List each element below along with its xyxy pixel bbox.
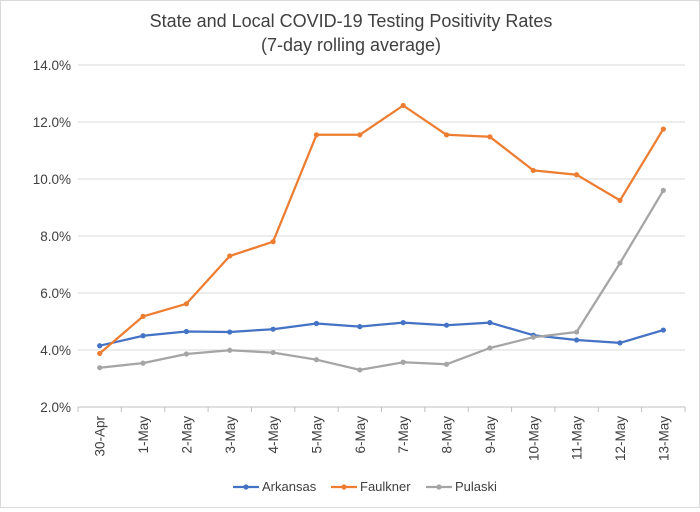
gridlines (78, 64, 685, 351)
series-faulkner (97, 102, 666, 357)
legend-item-pulaski: Pulaski (426, 479, 497, 494)
data-point (574, 172, 580, 178)
data-point (183, 328, 189, 335)
data-point (357, 132, 363, 138)
series-line (98, 104, 665, 355)
x-tick-label: 12-May (613, 416, 628, 461)
data-point (400, 320, 406, 326)
x-tick-label: 30-Apr (93, 416, 108, 457)
data-point (400, 359, 406, 365)
y-tick-label: 12.0% (33, 115, 71, 130)
data-point (270, 349, 276, 356)
data-point (660, 187, 666, 193)
data-point (487, 134, 493, 140)
data-point (140, 360, 146, 366)
data-point (443, 361, 450, 367)
data-point (400, 102, 406, 109)
series-lines (97, 102, 666, 373)
data-point (313, 320, 320, 327)
legend-item-arkansas: Arkansas (233, 479, 317, 494)
chart-title: State and Local COVID-19 Testing Positiv… (150, 11, 553, 31)
x-tick-label: 2-May (179, 416, 194, 454)
x-tick-label: 5-May (309, 416, 324, 454)
data-point (227, 347, 233, 353)
x-axis (77, 406, 686, 412)
data-point (270, 239, 276, 245)
data-point (313, 132, 320, 138)
legend-label: Pulaski (455, 479, 497, 494)
x-tick-label: 9-May (483, 416, 498, 454)
y-tick-label: 6.0% (40, 286, 71, 301)
data-point (357, 324, 363, 330)
data-point (617, 197, 623, 203)
series-line (98, 189, 665, 372)
x-tick-label: 1-May (136, 416, 151, 454)
legend: Arkansas Faulkner Pulaski (233, 479, 497, 494)
legend-swatch-marker (341, 484, 347, 490)
data-point (183, 301, 189, 307)
x-tick-label: 11-May (570, 416, 585, 460)
data-point (574, 337, 580, 343)
data-point (530, 167, 536, 174)
data-point (617, 260, 623, 266)
data-point (97, 343, 103, 349)
x-tick-label: 6-May (353, 416, 368, 454)
y-tick-label: 14.0% (33, 58, 71, 73)
y-tick-label: 10.0% (33, 172, 71, 187)
data-point (227, 253, 233, 259)
data-point (660, 327, 666, 333)
data-point (574, 329, 580, 335)
data-point (313, 357, 320, 363)
data-point (140, 313, 146, 319)
series-pulaski (97, 187, 666, 373)
data-point (660, 126, 666, 132)
data-point (530, 334, 536, 340)
x-tick-label: 13-May (656, 416, 671, 461)
data-point (183, 351, 189, 357)
data-point (617, 340, 623, 346)
x-axis-ticks: 30-Apr 1-May 2-May 3-May 4-May 5-May 6-May 7-Ma… (93, 416, 672, 462)
x-tick-label: 10-May (526, 416, 541, 461)
series-line (98, 321, 665, 347)
y-tick-label: 2.0% (40, 400, 71, 415)
data-point (227, 329, 233, 335)
data-point (357, 367, 363, 373)
data-point (487, 320, 493, 326)
legend-swatch-marker (436, 484, 442, 490)
legend-label: Arkansas (262, 479, 317, 494)
data-point (443, 132, 450, 138)
y-tick-label: 4.0% (40, 343, 71, 358)
data-point (487, 345, 493, 351)
legend-swatch-marker (243, 484, 249, 490)
y-tick-label: 8.0% (40, 229, 71, 244)
legend-item-faulkner: Faulkner (331, 479, 411, 494)
data-point (270, 326, 276, 332)
x-tick-label: 3-May (223, 416, 238, 454)
chart-subtitle: (7-day rolling average) (261, 35, 441, 55)
data-point (97, 365, 103, 371)
data-point (443, 322, 450, 328)
x-tick-label: 4-May (266, 416, 281, 454)
data-point (140, 333, 146, 339)
data-point (97, 350, 103, 357)
x-tick-label: 7-May (396, 416, 411, 454)
legend-label: Faulkner (360, 479, 411, 494)
series-arkansas (97, 320, 666, 349)
y-axis-ticks: 2.0% 4.0% 6.0% 8.0% 10.0% 12.0% 14.0% (33, 58, 71, 415)
x-tick-label: 8-May (440, 416, 455, 454)
